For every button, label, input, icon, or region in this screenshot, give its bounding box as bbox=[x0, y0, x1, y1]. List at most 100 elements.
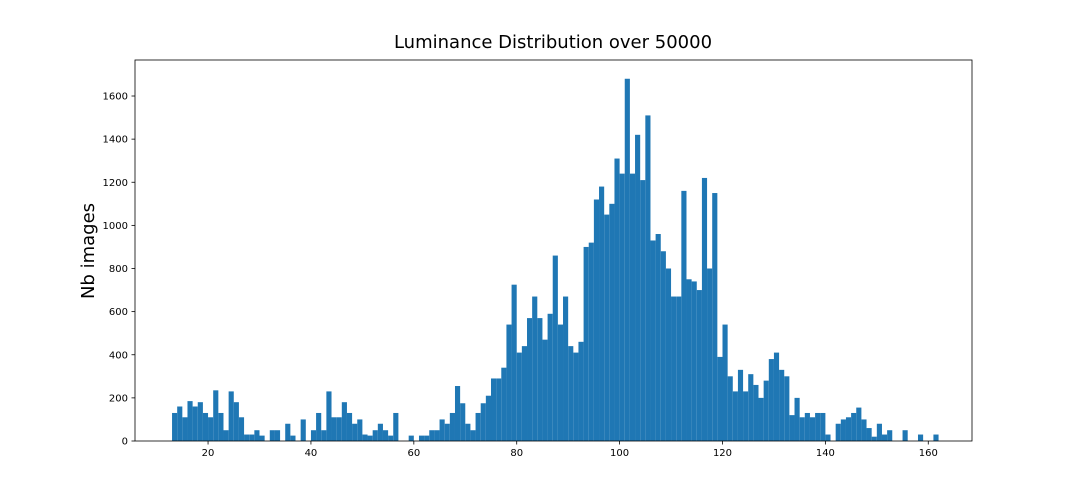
bar bbox=[372, 430, 378, 441]
bar bbox=[285, 423, 291, 441]
bar bbox=[712, 193, 718, 441]
bar bbox=[290, 435, 296, 441]
bar bbox=[516, 352, 522, 441]
bar bbox=[182, 417, 188, 441]
bar bbox=[480, 403, 486, 441]
x-tick-label: 100 bbox=[610, 448, 629, 459]
bar bbox=[660, 251, 666, 441]
y-tick-label: 400 bbox=[109, 350, 128, 361]
bar bbox=[197, 402, 203, 441]
bar bbox=[676, 296, 682, 441]
bar bbox=[346, 412, 353, 441]
bar bbox=[758, 397, 764, 441]
bar bbox=[490, 378, 497, 441]
x-tick-label: 20 bbox=[202, 448, 215, 459]
bar bbox=[789, 415, 795, 441]
bar bbox=[249, 434, 255, 441]
bar bbox=[485, 395, 491, 441]
bar bbox=[218, 412, 224, 441]
bar bbox=[588, 242, 594, 441]
bar bbox=[388, 435, 394, 441]
bar bbox=[743, 391, 749, 441]
bar bbox=[434, 430, 440, 441]
bar bbox=[665, 268, 672, 441]
bar bbox=[228, 391, 234, 441]
bar bbox=[629, 173, 636, 441]
bar bbox=[887, 430, 893, 441]
bar bbox=[521, 346, 528, 441]
bar bbox=[681, 190, 687, 441]
bar bbox=[784, 376, 790, 441]
bar bbox=[310, 430, 317, 441]
bar bbox=[321, 430, 327, 441]
bar bbox=[223, 430, 229, 441]
bar bbox=[254, 430, 260, 441]
bar bbox=[259, 435, 265, 441]
x-tick-label: 140 bbox=[816, 448, 835, 459]
bar bbox=[856, 407, 862, 441]
y-tick-label: 0 bbox=[122, 437, 128, 448]
bar bbox=[269, 430, 275, 441]
bar bbox=[804, 412, 810, 441]
bar bbox=[460, 403, 466, 441]
bar bbox=[393, 412, 399, 441]
x-tick-label: 60 bbox=[407, 448, 420, 459]
bar bbox=[552, 255, 558, 441]
bar bbox=[470, 430, 476, 441]
bar bbox=[326, 391, 332, 441]
y-axis-label: Nb images bbox=[78, 203, 99, 299]
bar bbox=[238, 417, 245, 441]
bar bbox=[881, 434, 888, 441]
bar bbox=[563, 296, 569, 441]
bar bbox=[532, 296, 538, 441]
bar bbox=[542, 339, 548, 441]
bar bbox=[861, 419, 867, 441]
bar bbox=[331, 417, 337, 441]
bar bbox=[876, 423, 882, 441]
bar bbox=[717, 356, 723, 441]
y-tick-label: 1600 bbox=[103, 92, 128, 103]
bar bbox=[727, 376, 733, 441]
bar bbox=[701, 177, 708, 441]
bar bbox=[449, 412, 455, 441]
y-tick-label: 600 bbox=[109, 307, 128, 318]
bar bbox=[300, 419, 306, 441]
bar bbox=[753, 384, 759, 441]
bar bbox=[537, 318, 543, 441]
bar bbox=[578, 341, 584, 441]
bar bbox=[557, 324, 564, 441]
bar bbox=[511, 284, 517, 441]
bar bbox=[779, 369, 785, 441]
bar bbox=[671, 296, 677, 441]
bar bbox=[501, 367, 507, 441]
bar bbox=[341, 402, 347, 441]
y-tick-label: 1200 bbox=[103, 178, 128, 189]
bar bbox=[172, 412, 178, 441]
bar bbox=[763, 380, 769, 441]
bar bbox=[871, 436, 877, 441]
bar bbox=[845, 417, 852, 441]
y-tick-label: 200 bbox=[109, 393, 128, 404]
y-tick-label: 800 bbox=[109, 264, 128, 275]
bar bbox=[635, 134, 641, 441]
x-tick-label: 120 bbox=[713, 448, 732, 459]
bar bbox=[352, 423, 358, 441]
bar bbox=[655, 234, 661, 441]
bar bbox=[444, 423, 450, 441]
bar bbox=[794, 397, 800, 441]
bar bbox=[454, 386, 461, 441]
bar bbox=[820, 412, 826, 441]
bar bbox=[599, 186, 605, 441]
bar bbox=[624, 78, 630, 441]
x-tick-label: 80 bbox=[510, 448, 523, 459]
bar bbox=[768, 359, 774, 441]
bar bbox=[732, 391, 738, 441]
bar bbox=[773, 352, 780, 441]
bar bbox=[377, 423, 383, 441]
bar bbox=[192, 406, 198, 441]
bar bbox=[748, 374, 754, 441]
bar bbox=[418, 435, 425, 441]
bar bbox=[568, 346, 574, 441]
bar bbox=[506, 324, 512, 441]
